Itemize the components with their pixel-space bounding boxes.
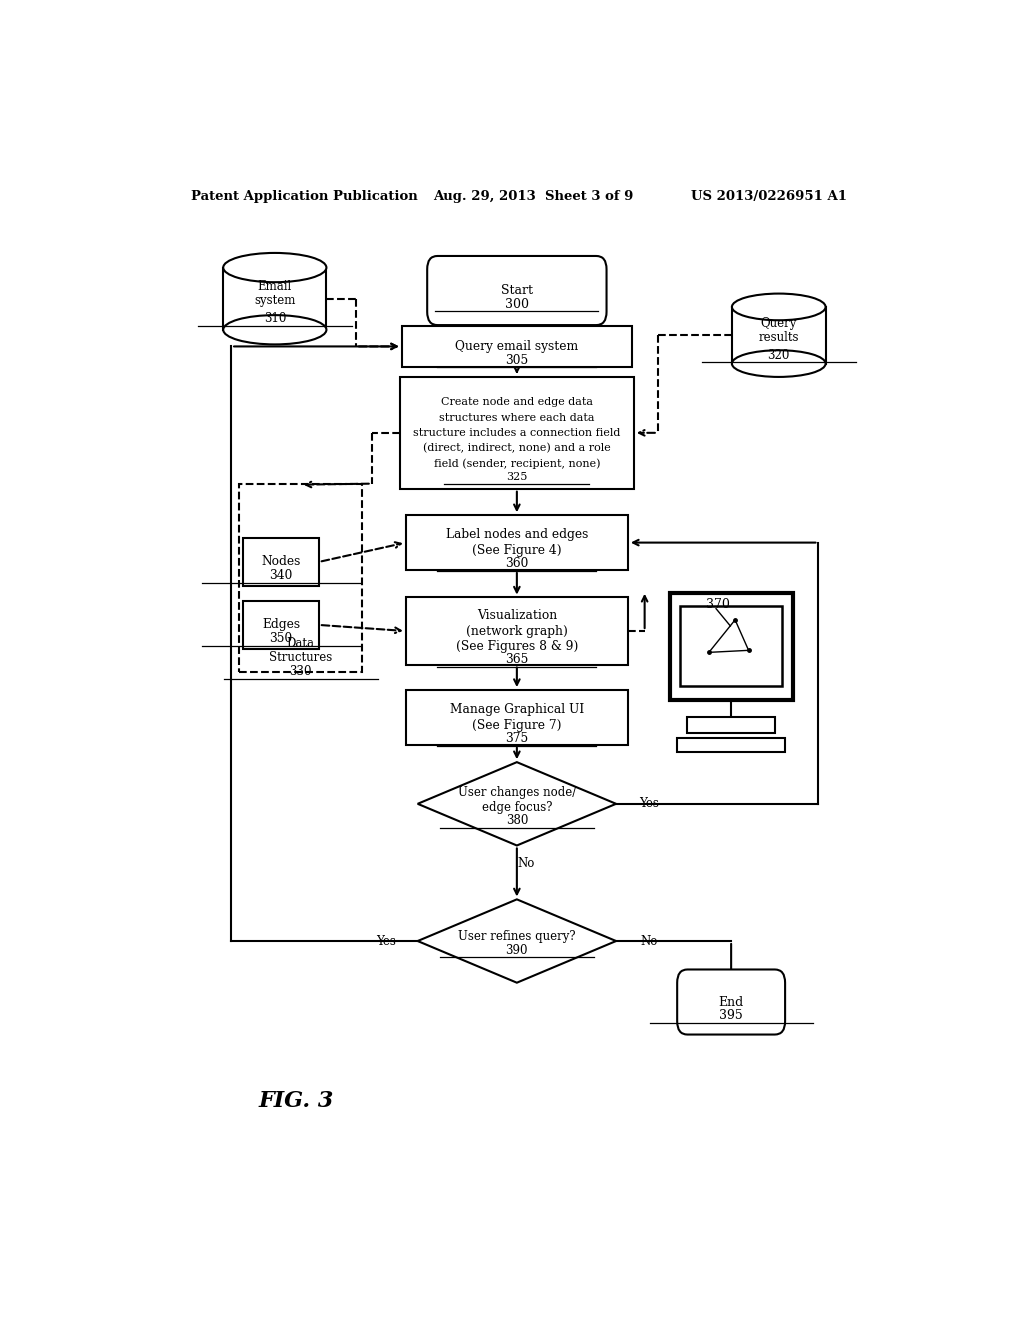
FancyBboxPatch shape (401, 326, 632, 367)
Text: 310: 310 (263, 312, 286, 325)
FancyBboxPatch shape (399, 378, 634, 488)
Text: Edges: Edges (262, 619, 300, 631)
Text: field (sender, recipient, none): field (sender, recipient, none) (433, 458, 600, 469)
Text: Query email system: Query email system (456, 341, 579, 352)
Text: 390: 390 (506, 944, 528, 957)
Text: (direct, indirect, none) and a role: (direct, indirect, none) and a role (423, 444, 610, 453)
Text: edge focus?: edge focus? (481, 801, 552, 814)
Text: Nodes: Nodes (261, 556, 301, 569)
Text: No: No (518, 857, 536, 870)
Text: Aug. 29, 2013  Sheet 3 of 9: Aug. 29, 2013 Sheet 3 of 9 (433, 190, 634, 202)
Text: Query: Query (761, 317, 797, 330)
Text: User refines query?: User refines query? (458, 931, 575, 944)
Text: 375: 375 (505, 733, 528, 746)
Polygon shape (418, 899, 616, 982)
FancyBboxPatch shape (406, 515, 628, 570)
Text: 300: 300 (505, 298, 528, 310)
Text: Yes: Yes (376, 935, 396, 948)
Ellipse shape (223, 253, 327, 282)
Text: 320: 320 (768, 348, 790, 362)
Text: 330: 330 (290, 665, 312, 678)
Text: (See Figure 4): (See Figure 4) (472, 544, 562, 557)
Text: Label nodes and edges: Label nodes and edges (445, 528, 588, 541)
FancyBboxPatch shape (680, 606, 782, 686)
Text: 370: 370 (706, 598, 730, 611)
FancyBboxPatch shape (244, 601, 318, 649)
Text: 360: 360 (505, 557, 528, 570)
Text: system: system (254, 294, 296, 308)
Text: 380: 380 (506, 814, 528, 828)
Ellipse shape (732, 293, 825, 321)
Text: 340: 340 (269, 569, 293, 582)
Text: Yes: Yes (639, 797, 659, 810)
Bar (223, 268, 327, 330)
Text: Create node and edge data: Create node and edge data (441, 397, 593, 408)
FancyBboxPatch shape (406, 690, 628, 744)
FancyBboxPatch shape (240, 483, 362, 672)
Text: Manage Graphical UI: Manage Graphical UI (450, 704, 584, 717)
Text: (network graph): (network graph) (466, 624, 567, 638)
Ellipse shape (223, 315, 327, 345)
Text: FIG. 3: FIG. 3 (259, 1089, 334, 1111)
Text: 350: 350 (269, 632, 293, 645)
Text: structures where each data: structures where each data (439, 413, 595, 422)
Ellipse shape (732, 350, 825, 378)
Text: (See Figure 7): (See Figure 7) (472, 718, 561, 731)
FancyBboxPatch shape (670, 593, 793, 700)
Text: Visualization: Visualization (477, 610, 557, 622)
Text: End: End (719, 995, 743, 1008)
Text: 305: 305 (505, 354, 528, 367)
Text: Data: Data (287, 636, 314, 649)
Text: 365: 365 (505, 653, 528, 667)
Text: Email: Email (258, 280, 292, 293)
Text: Structures: Structures (269, 651, 332, 664)
FancyBboxPatch shape (427, 256, 606, 325)
Text: Patent Application Publication: Patent Application Publication (191, 190, 418, 202)
Text: (See Figures 8 & 9): (See Figures 8 & 9) (456, 640, 579, 653)
Text: US 2013/0226951 A1: US 2013/0226951 A1 (691, 190, 848, 202)
FancyBboxPatch shape (677, 969, 785, 1035)
Text: results: results (759, 331, 799, 343)
Bar (732, 308, 825, 363)
Text: Start: Start (501, 284, 532, 297)
FancyBboxPatch shape (677, 738, 785, 752)
Text: 325: 325 (506, 473, 527, 482)
FancyBboxPatch shape (687, 717, 775, 733)
Polygon shape (418, 762, 616, 846)
Text: No: No (641, 935, 658, 948)
Text: User changes node/: User changes node/ (458, 785, 575, 799)
FancyBboxPatch shape (244, 537, 318, 586)
Text: 395: 395 (719, 1010, 743, 1022)
Text: structure includes a connection field: structure includes a connection field (413, 428, 621, 438)
FancyBboxPatch shape (406, 598, 628, 664)
